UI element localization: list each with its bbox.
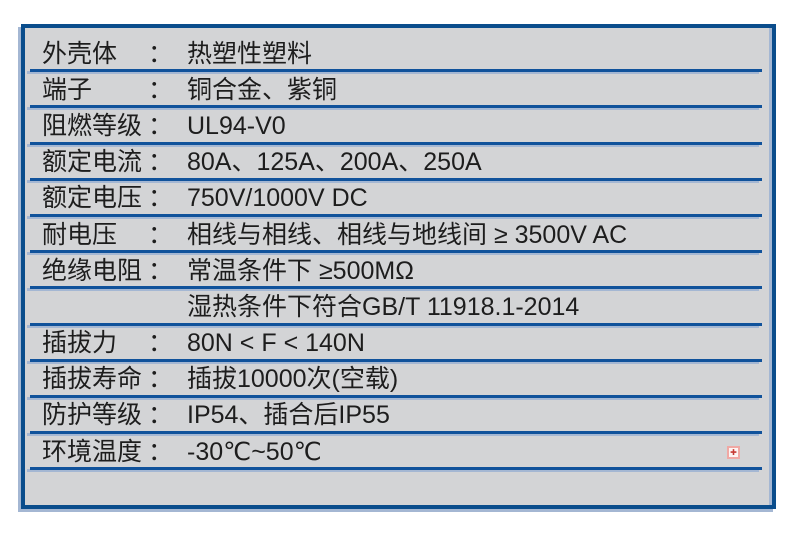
- spec-value: 插拔10000次(空载): [187, 365, 399, 394]
- spec-colon: ：: [148, 184, 174, 213]
- spec-value: -30℃~50℃: [187, 437, 322, 466]
- spec-colon: ：: [148, 437, 174, 466]
- spec-colon: ：: [148, 148, 174, 177]
- spec-value: 热塑性塑料: [187, 39, 313, 68]
- row-separator: [30, 69, 762, 73]
- spec-colon: ：: [148, 39, 174, 68]
- spec-label: 插拔寿命: [42, 365, 143, 394]
- row-separator: [30, 250, 762, 254]
- row-separator: [30, 286, 762, 290]
- spec-colon: ：: [148, 401, 174, 430]
- spec-label: 环境温度: [42, 437, 143, 466]
- table-row: 额定电压 ： 750V/1000V DC: [25, 181, 772, 217]
- row-separator: [30, 105, 762, 109]
- spec-colon: ：: [148, 256, 174, 285]
- spec-colon: ：: [148, 111, 174, 140]
- spec-colon: ：: [148, 329, 174, 358]
- row-separator: [30, 141, 762, 145]
- table-row: 绝缘电阻 ： 常温条件下 ≥500MΩ: [25, 253, 772, 290]
- table-row: 插拔寿命 ： 插拔10000次(空载): [25, 362, 772, 398]
- spec-label: 插拔力: [42, 329, 118, 358]
- spec-value: UL94-V0: [187, 111, 286, 140]
- spec-label: 阻燃等级: [42, 111, 143, 140]
- table-row: 端子 ： 铜合金、紫铜: [25, 72, 772, 109]
- row-separator: [30, 467, 762, 471]
- row-separator: [30, 177, 762, 181]
- spec-value: 80A、125A、200A、250A: [187, 148, 482, 177]
- row-separator: [30, 431, 762, 435]
- spec-label: 额定电压: [42, 184, 143, 213]
- row-separator: [30, 213, 762, 217]
- spec-label: 防护等级: [42, 401, 143, 430]
- table-row: 插拔力 ： 80N < F < 140N: [25, 326, 772, 362]
- spec-value: 湿热条件下符合GB/T 11918.1-2014: [187, 292, 580, 321]
- spec-colon: ：: [148, 75, 174, 104]
- spec-label: 额定电流: [42, 148, 143, 177]
- spec-label: 外壳体: [42, 39, 118, 68]
- spec-value: 相线与相线、相线与地线间 ≥ 3500V AC: [187, 220, 628, 249]
- table-row: 外壳体 ： 热塑性塑料: [25, 36, 772, 73]
- table-row: 耐电压 ： 相线与相线、相线与地线间 ≥ 3500V AC: [25, 217, 772, 254]
- table-row: 湿热条件下符合GB/T 11918.1-2014: [25, 289, 772, 326]
- table-row: 额定电流 ： 80A、125A、200A、250A: [25, 145, 772, 181]
- spec-label: 耐电压: [42, 220, 118, 249]
- spec-table: 外壳体 ： 热塑性塑料 端子 ： 铜合金、紫铜 阻燃等级 ： UL94-V0 额…: [21, 24, 776, 509]
- spec-value: 750V/1000V DC: [187, 184, 368, 213]
- row-separator: [30, 322, 762, 326]
- spec-value: 80N < F < 140N: [187, 329, 365, 358]
- table-row: 环境温度 ： -30℃~50℃: [25, 434, 772, 471]
- spec-value: IP54、插合后IP55: [187, 401, 390, 430]
- row-separator: [30, 358, 762, 362]
- spec-label: 端子: [42, 75, 93, 104]
- spec-value: 常温条件下 ≥500MΩ: [187, 256, 414, 285]
- spec-colon: ：: [148, 220, 174, 249]
- broken-image-icon: ✚: [727, 446, 740, 459]
- spec-label: 绝缘电阻: [42, 256, 143, 285]
- table-row: 阻燃等级 ： UL94-V0: [25, 108, 772, 145]
- spec-value: 铜合金、紫铜: [187, 75, 338, 104]
- table-row: 防护等级 ： IP54、插合后IP55: [25, 398, 772, 435]
- spec-colon: ：: [148, 365, 174, 394]
- row-separator: [30, 394, 762, 398]
